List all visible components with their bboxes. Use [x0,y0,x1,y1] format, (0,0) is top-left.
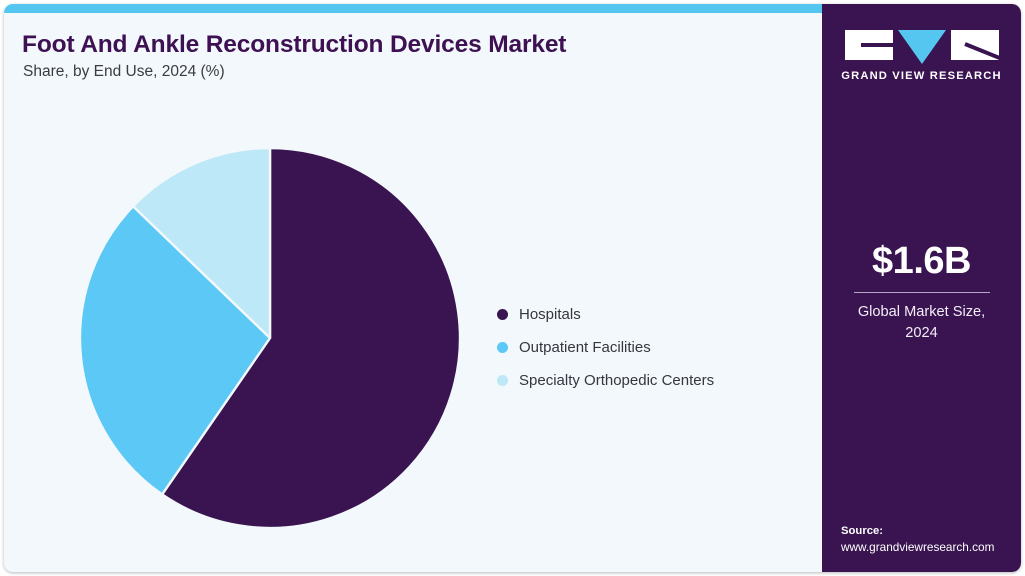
pie-slice-group [78,146,462,530]
legend-item[interactable]: Specialty Orthopedic Centers [497,364,807,397]
chart-pane: Foot And Ankle Reconstruction Devices Ma… [4,13,822,572]
legend-color-swatch-icon [497,342,508,353]
source-url[interactable]: www.grandviewresearch.com [841,539,995,554]
pie-slice[interactable] [78,205,272,496]
stat-divider [853,291,990,293]
pie-slice[interactable] [131,146,272,340]
legend-item[interactable]: Hospitals [497,298,807,331]
page-title: Foot And Ankle Reconstruction Devices Ma… [22,31,567,58]
logo-wordmark: GRAND VIEW RESEARCH [841,70,1002,82]
legend-color-swatch-icon [497,375,508,386]
legend-item-label: Outpatient Facilities [519,339,651,356]
market-size-value: $1.6B [872,240,971,282]
market-size-stat: $1.6B Global Market Size, 2024 [822,240,1021,343]
gvr-r-mark-icon [950,30,999,60]
chart-legend: Hospitals Outpatient Facilities Specialty … [497,298,807,397]
source-block: Source: www.grandviewresearch.com [841,523,1021,556]
sidebar-panel: GRAND VIEW RESEARCH $1.6B Global Market … [822,4,1021,572]
legend-color-swatch-icon [497,309,508,320]
infographic-card: Foot And Ankle Reconstruction Devices Ma… [4,4,1021,572]
pie-chart-svg [78,146,462,530]
pie-chart [75,143,465,533]
market-size-caption: Global Market Size, 2024 [857,303,986,341]
pie-slice[interactable] [160,146,462,530]
legend-item[interactable]: Outpatient Facilities [497,331,807,364]
brand-logo[interactable]: GRAND VIEW RESEARCH [822,30,1021,82]
logo-marks [822,30,1021,64]
legend-item-label: Specialty Orthopedic Centers [519,372,715,389]
source-label: Source: [841,524,884,537]
gvr-v-triangle-icon [897,30,946,64]
legend-item-label: Hospitals [519,306,581,323]
gvr-g-mark-icon [844,30,893,60]
top-accent-bar [4,4,822,13]
page-subtitle: Share, by End Use, 2024 (%) [23,63,225,80]
